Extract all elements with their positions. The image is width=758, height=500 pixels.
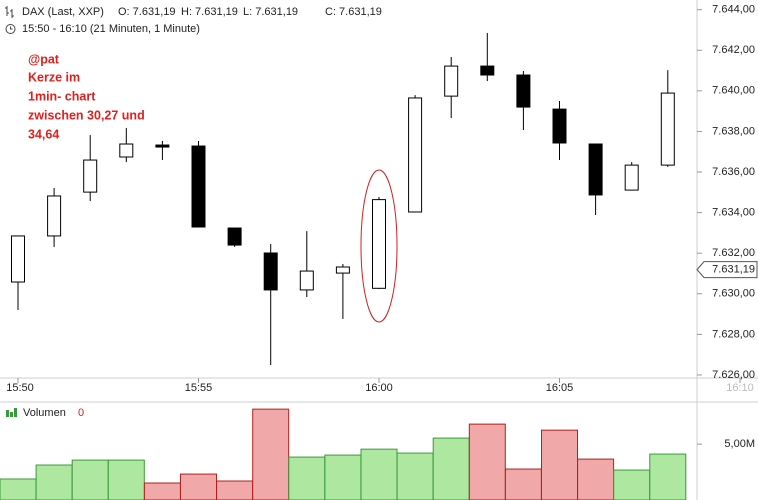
x-tick-label: 16:05 xyxy=(546,382,574,394)
y-tick-label: 7.644,00 xyxy=(712,4,755,16)
volume-bar xyxy=(613,469,651,500)
ohlc-readout: H: 7.631,19 xyxy=(181,6,238,18)
volume-bar xyxy=(396,452,434,500)
y-tick-label: 7.638,00 xyxy=(712,125,755,137)
candle-body xyxy=(660,92,675,166)
candle-body xyxy=(119,143,134,158)
volume-bar xyxy=(649,453,687,500)
volume-bar xyxy=(180,473,217,500)
volume-label: Volumen xyxy=(23,407,66,419)
ohlc-readout: O: 7.631,19 xyxy=(118,6,176,18)
volume-bar xyxy=(360,448,398,500)
y-tick-label: 7.630,00 xyxy=(712,288,755,300)
y-tick-label: 7.642,00 xyxy=(712,44,755,56)
volume-bar xyxy=(432,437,470,500)
last-price-label: 7.631,19 xyxy=(712,264,755,276)
y-tick-label: 7.634,00 xyxy=(712,207,755,219)
volume-readout: 0 xyxy=(78,407,84,419)
volume-bar xyxy=(35,464,73,500)
y-tick-label: 7.626,00 xyxy=(712,369,755,381)
ohlc-readout: L: 7.631,19 xyxy=(243,6,298,18)
volume-bar xyxy=(468,423,506,500)
candle-body xyxy=(335,266,350,274)
candle-body xyxy=(624,164,639,191)
annotation: zwischen 30,27 und xyxy=(28,108,145,122)
volume-bar xyxy=(577,458,615,500)
volume-bar xyxy=(143,482,181,500)
highlight-ellipse xyxy=(360,169,398,323)
volume-bar xyxy=(288,456,326,500)
candle-body xyxy=(47,195,62,237)
x-tick-label: 15:50 xyxy=(6,382,34,394)
candle-body xyxy=(588,143,603,196)
volume-bar xyxy=(216,480,254,500)
annotation: 1min- chart xyxy=(28,89,96,103)
candle-body xyxy=(155,144,170,148)
annotation: 34,64 xyxy=(28,127,59,141)
y-tick-label: 7.632,00 xyxy=(712,247,755,259)
annotation: @pat xyxy=(28,52,60,66)
y-tick-label: 7.636,00 xyxy=(712,166,755,178)
annotation: Kerze im xyxy=(28,70,80,84)
candle-body xyxy=(372,199,386,289)
candle-body xyxy=(408,97,423,213)
x-tick-label: 16:10 xyxy=(726,382,754,394)
candle-body xyxy=(299,270,314,291)
x-tick-label: 15:55 xyxy=(185,382,213,394)
y-tick-label: 7.628,00 xyxy=(712,328,755,340)
candle-body xyxy=(444,65,459,97)
candle-body xyxy=(516,74,531,108)
symbol: DAX (Last, XXP) xyxy=(22,6,104,18)
candle-body xyxy=(480,65,495,76)
candle-body xyxy=(191,145,206,228)
volume-bar xyxy=(504,468,542,500)
volume-bar xyxy=(252,408,290,500)
volume-tick-label: 5,00M xyxy=(724,438,755,450)
candle-body xyxy=(83,159,98,193)
volume-bar xyxy=(107,459,145,500)
candle-body xyxy=(11,235,25,283)
x-tick-label: 16:00 xyxy=(365,382,393,394)
candle-body xyxy=(552,108,567,144)
candle-body xyxy=(227,227,242,246)
range-text: 15:50 - 16:10 (21 Minuten, 1 Minute) xyxy=(22,23,200,35)
y-tick-label: 7.640,00 xyxy=(712,85,755,97)
last-price-marker xyxy=(696,261,758,279)
volume-bar xyxy=(71,459,109,500)
volume-bar xyxy=(324,454,362,500)
volume-icon xyxy=(6,408,17,417)
volume-bar xyxy=(541,429,578,500)
candle-body xyxy=(263,252,278,291)
header-icon xyxy=(5,6,16,34)
volume-bar xyxy=(0,478,37,500)
ohlc-readout: C: 7.631,19 xyxy=(325,6,382,18)
